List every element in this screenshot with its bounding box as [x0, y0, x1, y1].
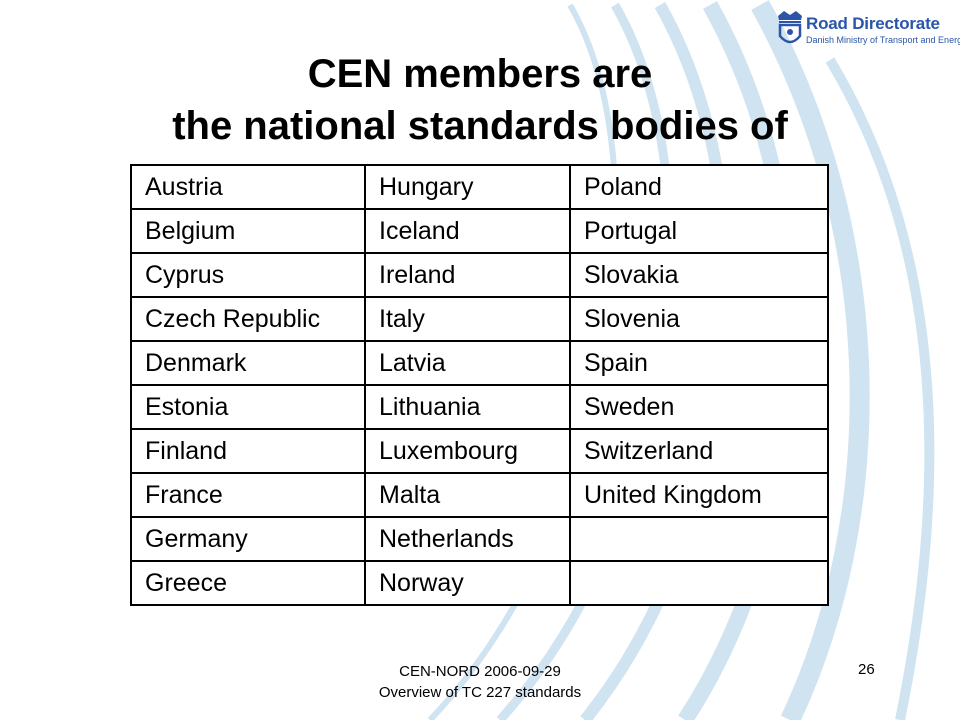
logo-name: Road Directorate [806, 14, 940, 33]
table-cell: United Kingdom [569, 472, 829, 518]
table-cell: Estonia [130, 384, 366, 430]
slide-title: CEN members are the national standards b… [60, 48, 900, 152]
table-cell: France [130, 472, 366, 518]
table-row: Greece Norway [130, 560, 829, 606]
members-table-body: Austria Hungary Poland Belgium Iceland Portug… [130, 164, 829, 606]
table-cell: Spain [569, 340, 829, 386]
table-cell: Hungary [364, 164, 571, 210]
slide-title-line-2: the national standards bodies of [172, 104, 788, 148]
table-cell: Slovenia [569, 296, 829, 342]
table-cell: Czech Republic [130, 296, 366, 342]
table-cell: Latvia [364, 340, 571, 386]
table-row: Denmark Latvia Spain [130, 340, 829, 386]
table-cell: Finland [130, 428, 366, 474]
table-cell: Germany [130, 516, 366, 562]
table-cell: Cyprus [130, 252, 366, 298]
table-row: Czech Republic Italy Slovenia [130, 296, 829, 342]
table-cell: Austria [130, 164, 366, 210]
table-cell: Portugal [569, 208, 829, 254]
table-cell: Sweden [569, 384, 829, 430]
table-cell: Iceland [364, 208, 571, 254]
table-row: Austria Hungary Poland [130, 164, 829, 210]
table-cell: Luxembourg [364, 428, 571, 474]
footer-line-2: Overview of TC 227 standards [378, 684, 582, 701]
decor-arc [825, 57, 935, 720]
table-row: Germany Netherlands [130, 516, 829, 562]
table-cell: Belgium [130, 208, 366, 254]
table-cell: Denmark [130, 340, 366, 386]
logo-subtitle: Danish Ministry of Transport and Energy [806, 35, 960, 45]
logo: Road Directorate Danish Ministry of Tran… [806, 14, 960, 45]
table-cell: Slovakia [569, 252, 829, 298]
members-table: Austria Hungary Poland Belgium Iceland Portug… [130, 164, 829, 606]
table-cell: Switzerland [569, 428, 829, 474]
table-row: Belgium Iceland Portugal [130, 208, 829, 254]
table-cell [569, 516, 829, 562]
footer-line-1: CEN-NORD 2006-09-29 [399, 663, 561, 680]
table-cell: Poland [569, 164, 829, 210]
footer: CEN-NORD 2006-09-29 Overview of TC 227 s… [330, 661, 630, 703]
table-cell: Norway [364, 560, 571, 606]
table-cell: Malta [364, 472, 571, 518]
table-row: Estonia Lithuania Sweden [130, 384, 829, 430]
table-cell [569, 560, 829, 606]
table-cell: Ireland [364, 252, 571, 298]
table-row: France Malta United Kingdom [130, 472, 829, 518]
table-cell: Lithuania [364, 384, 571, 430]
table-row: Finland Luxembourg Switzerland [130, 428, 829, 474]
page-number: 26 [858, 661, 875, 678]
table-row: Cyprus Ireland Slovakia [130, 252, 829, 298]
table-cell: Netherlands [364, 516, 571, 562]
slide-title-line-1: CEN members are [307, 52, 653, 96]
table-cell: Greece [130, 560, 366, 606]
table-cell: Italy [364, 296, 571, 342]
crown-shield-icon [778, 11, 802, 44]
